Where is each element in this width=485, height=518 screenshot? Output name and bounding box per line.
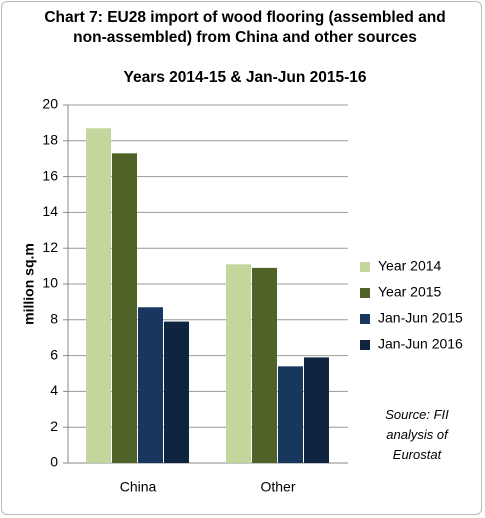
y-tick-label: 2 <box>50 418 58 434</box>
bar <box>226 264 251 463</box>
x-tick-label: China <box>120 479 157 495</box>
legend-swatch <box>360 262 370 272</box>
bar <box>278 366 303 463</box>
y-tick-label: 16 <box>42 167 58 183</box>
y-tick-label: 18 <box>42 132 58 148</box>
legend-swatch <box>360 314 370 324</box>
annotation: Source: FII analysis of Eurostat <box>385 407 449 462</box>
bar <box>252 267 277 463</box>
y-tick-label: 4 <box>50 382 58 398</box>
bar <box>164 321 189 463</box>
bar <box>112 153 137 463</box>
bar <box>86 128 111 463</box>
legend-label: Year 2015 <box>378 284 442 300</box>
bar <box>304 357 329 463</box>
y-tick-label: 12 <box>42 239 58 255</box>
legend-label: Year 2014 <box>378 258 442 274</box>
x-tick-label: Other <box>260 479 295 495</box>
legend-swatch <box>360 288 370 298</box>
legend-label: Jan-Jun 2016 <box>378 336 463 352</box>
chart-subtitle: Years 2014-15 & Jan-Jun 2015-16 <box>123 69 367 86</box>
y-tick-label: 10 <box>42 275 58 291</box>
y-tick-label: 20 <box>42 96 58 112</box>
bar <box>138 307 163 463</box>
legend-label: Jan-Jun 2015 <box>378 310 463 326</box>
y-tick-label: 14 <box>42 203 58 219</box>
y-tick-label: 8 <box>50 311 58 327</box>
y-tick-label: 0 <box>50 454 58 470</box>
y-tick-label: 6 <box>50 346 58 362</box>
legend-swatch <box>360 340 370 350</box>
y-axis-label: million sq.m <box>21 243 37 325</box>
chart-title: Chart 7: EU28 import of wood flooring (a… <box>44 9 446 46</box>
